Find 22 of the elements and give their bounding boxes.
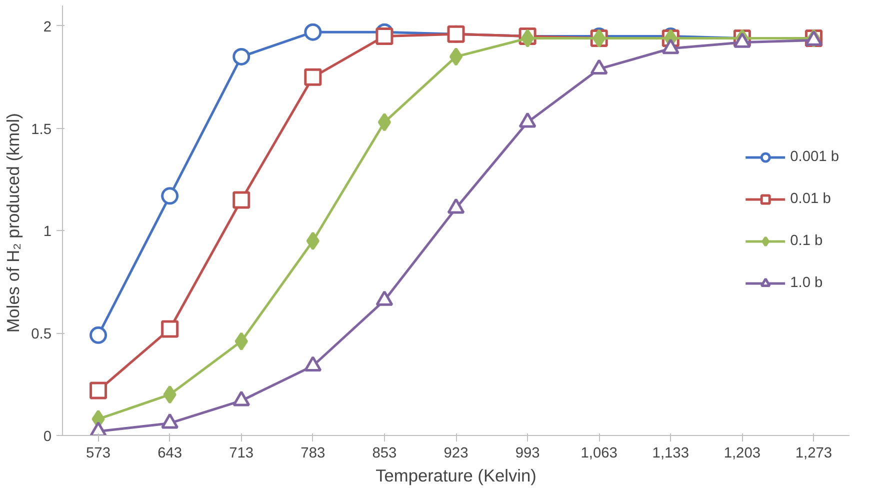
legend-label: 0.001 b bbox=[790, 149, 839, 165]
x-tick-label: 1,203 bbox=[724, 446, 761, 462]
x-tick-label: 1,063 bbox=[580, 446, 618, 462]
x-tick-label: 853 bbox=[372, 446, 397, 462]
y-tick-label: 1 bbox=[43, 224, 52, 240]
legend-label: 1.0 b bbox=[790, 275, 823, 291]
y-tick-label: 1.5 bbox=[31, 122, 52, 138]
y-axis-title: Moles of H₂ produced (kmol) bbox=[3, 113, 24, 333]
x-axis-title: Temperature (Kelvin) bbox=[376, 466, 536, 486]
y-tick-label: 0.5 bbox=[31, 326, 52, 343]
x-tick-label: 923 bbox=[444, 446, 468, 462]
x-tick-label: 573 bbox=[86, 446, 111, 462]
x-tick-label: 1,273 bbox=[795, 446, 832, 462]
x-tick-label: 643 bbox=[158, 446, 182, 462]
x-tick-label: 993 bbox=[515, 446, 540, 462]
x-tick-label: 713 bbox=[229, 446, 254, 462]
y-tick-label: 2 bbox=[43, 19, 52, 36]
x-tick-label: 783 bbox=[300, 446, 326, 462]
y-tick-label: 0 bbox=[43, 429, 52, 445]
legend-label: 0.01 b bbox=[790, 191, 831, 207]
x-tick-label: 1,133 bbox=[652, 446, 689, 462]
legend-label: 0.1 b bbox=[790, 233, 823, 249]
